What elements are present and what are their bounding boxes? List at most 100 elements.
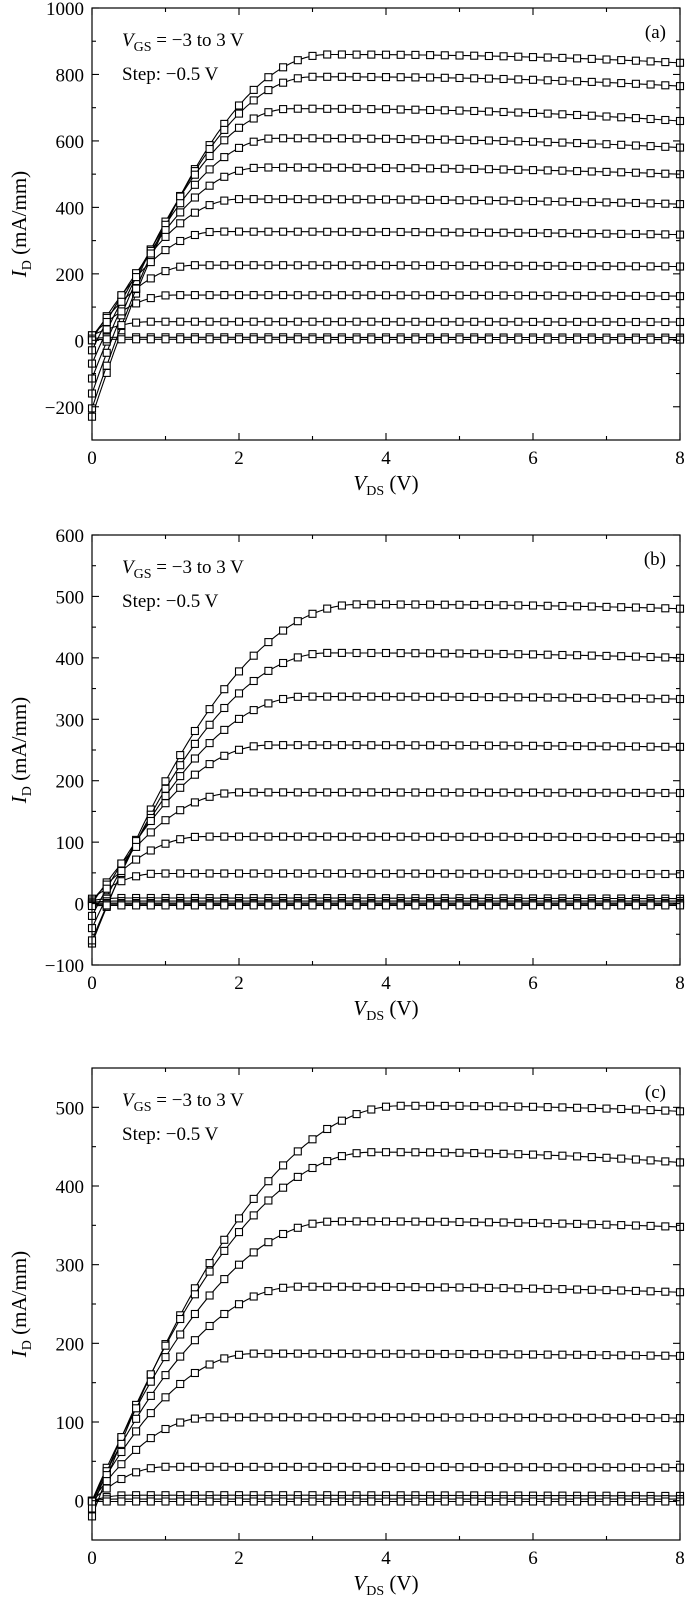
data-point	[102, 1477, 111, 1486]
data-point	[279, 788, 288, 797]
data-point	[411, 164, 420, 173]
data-point	[264, 666, 273, 675]
data-point	[484, 693, 493, 702]
data-point	[220, 789, 229, 798]
data-point	[528, 693, 538, 702]
data-point	[220, 125, 229, 134]
data-point	[455, 291, 464, 300]
data-point	[176, 236, 185, 246]
data-point	[337, 1282, 346, 1291]
data-point	[558, 601, 567, 611]
data-point	[264, 901, 273, 910]
data-point	[132, 335, 141, 344]
data-point	[573, 1350, 582, 1359]
x-tick-label: 8	[675, 973, 685, 994]
data-point	[264, 869, 273, 878]
y-tick-label: 500	[56, 1098, 85, 1119]
data-point	[617, 1154, 626, 1163]
data-point	[514, 1102, 523, 1111]
data-point	[161, 1393, 170, 1402]
data-point	[102, 361, 111, 370]
data-point	[631, 788, 640, 797]
data-point	[455, 1283, 464, 1292]
data-point	[528, 1102, 538, 1111]
data-point	[617, 603, 626, 612]
data-point	[661, 169, 670, 178]
data-point	[470, 1463, 479, 1472]
data-point	[308, 291, 317, 300]
data-point	[220, 869, 229, 878]
data-point	[190, 291, 199, 300]
data-point	[543, 76, 552, 85]
data-point	[381, 227, 391, 237]
data-point	[646, 788, 655, 797]
data-point	[234, 901, 244, 910]
data-point	[587, 832, 596, 842]
data-point	[190, 770, 199, 779]
data-point	[308, 317, 317, 326]
data-point	[337, 1152, 346, 1161]
data-point	[631, 1413, 640, 1422]
data-point	[323, 317, 332, 326]
y-tick-label: 0	[75, 1492, 85, 1513]
data-point	[661, 1497, 670, 1506]
data-point	[132, 318, 141, 327]
data-point	[190, 1290, 199, 1299]
data-point	[528, 741, 538, 750]
data-point	[367, 901, 376, 910]
data-point	[661, 901, 670, 910]
data-point	[381, 1217, 391, 1226]
data-point	[293, 901, 302, 910]
data-point	[661, 1287, 670, 1296]
data-point	[646, 1351, 655, 1360]
data-point	[661, 742, 670, 751]
data-point	[617, 788, 626, 797]
data-point	[587, 1497, 596, 1506]
curve-line-3	[91, 108, 681, 394]
data-point	[411, 1283, 420, 1292]
data-point	[190, 1462, 199, 1471]
data-point	[543, 138, 552, 147]
data-point	[440, 600, 449, 609]
data-point	[293, 335, 302, 344]
data-point	[249, 227, 258, 236]
curve-line-4	[91, 744, 680, 917]
data-point	[234, 1214, 244, 1223]
data-point	[337, 72, 346, 81]
data-point	[190, 170, 199, 179]
data-point	[264, 1462, 273, 1471]
data-point	[617, 140, 626, 149]
data-point	[352, 1497, 361, 1506]
data-point	[587, 317, 596, 326]
data-point	[661, 694, 670, 703]
data-point	[279, 1283, 288, 1292]
data-point	[337, 832, 346, 841]
x-tick-label: 4	[381, 448, 391, 469]
data-point	[617, 1286, 626, 1295]
data-point	[117, 866, 126, 876]
data-point	[558, 138, 567, 147]
data-point	[264, 1238, 273, 1247]
data-point	[455, 869, 464, 878]
data-point	[499, 1218, 508, 1227]
data-point	[587, 1104, 596, 1113]
data-point	[528, 197, 538, 206]
data-point	[631, 742, 640, 751]
data-point	[558, 1413, 567, 1422]
data-point	[367, 134, 376, 143]
data-point	[352, 195, 361, 204]
data-point	[558, 901, 567, 910]
data-point	[631, 291, 640, 300]
data-point	[455, 600, 464, 609]
data-point	[337, 134, 346, 143]
data-point	[381, 261, 391, 270]
data-point	[631, 1351, 640, 1360]
data-point	[381, 50, 391, 59]
annotation-step: Step: −0.5 V	[122, 591, 219, 612]
data-point	[646, 694, 655, 703]
data-point	[323, 1217, 332, 1226]
data-point	[117, 1474, 126, 1484]
data-point	[455, 335, 464, 344]
data-point	[573, 901, 582, 910]
data-point	[293, 692, 302, 701]
